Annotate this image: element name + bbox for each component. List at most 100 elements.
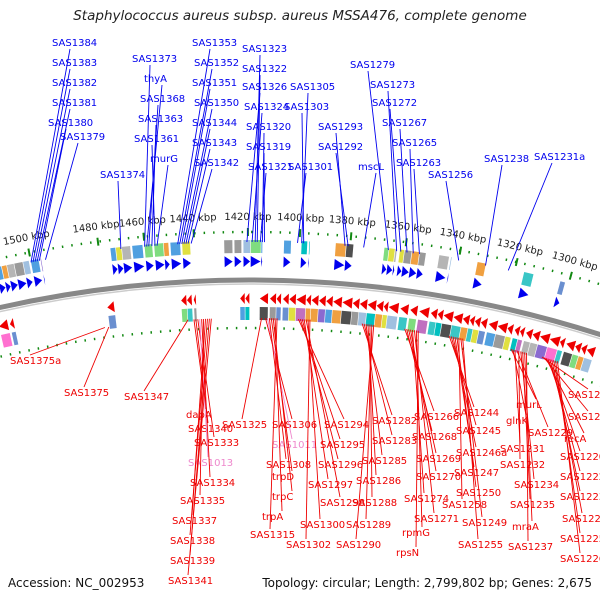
forward-gene-box [345, 243, 354, 258]
forward-gene-label: SAS1344 [192, 118, 237, 129]
reverse-gene-arrow [430, 308, 439, 320]
reverse-gene-box [0, 332, 13, 348]
reverse-gene-label: SAS1266 [414, 412, 459, 423]
reverse-gene-label: SAS1302 [286, 540, 331, 551]
leader-line [190, 168, 213, 244]
scale-tick-label: 1320 kbp [496, 237, 544, 258]
reverse-gene-arrow [107, 301, 115, 313]
leader-line [301, 92, 309, 244]
leader-line [179, 68, 213, 245]
forward-gene-arrow [164, 259, 170, 271]
forward-gene-arrow [33, 276, 43, 287]
forward-gene-box [40, 258, 44, 272]
reverse-gene-arrow [9, 318, 16, 329]
leader-line [415, 330, 423, 528]
forward-gene-arrow [333, 259, 345, 271]
reverse-gene-label: SAS1232 [500, 460, 545, 471]
forward-gene-arrow [17, 279, 27, 291]
forward-gene-box [224, 240, 233, 254]
forward-gene-arrow [308, 257, 309, 269]
reverse-gene-box [288, 307, 296, 321]
forward-gene-box [1, 265, 9, 279]
reverse-gene-box [317, 309, 326, 323]
reverse-gene-box [350, 311, 359, 326]
reverse-gene-arrow [376, 300, 384, 312]
reverse-gene-arrow [269, 293, 277, 305]
leader-line [415, 330, 419, 548]
forward-gene-label: SAS1273 [370, 80, 415, 91]
forward-gene-box [437, 255, 450, 270]
reverse-gene-label: SAS1246a [456, 448, 507, 459]
reverse-gene-box [259, 307, 268, 321]
leader-line [553, 360, 583, 514]
reverse-gene-label: SAS1268 [412, 432, 457, 443]
forward-gene-label: SAS1350 [194, 98, 239, 109]
reverse-gene-arrow [181, 294, 187, 306]
reverse-gene-box [520, 340, 530, 356]
forward-gene-arrow [396, 265, 402, 277]
reverse-gene-box [575, 356, 584, 371]
scale-tick [27, 248, 31, 257]
reverse-gene-arrow [540, 333, 551, 345]
leader-line [518, 350, 521, 460]
scale-tick-label: 1300 kbp [551, 250, 599, 273]
forward-gene-arrow [344, 259, 352, 271]
forward-gene-box [283, 240, 292, 254]
reverse-gene-arrow [453, 313, 464, 325]
leader-line [254, 54, 261, 243]
reverse-gene-box [187, 308, 193, 322]
forward-gene-label: SAS1351 [192, 78, 237, 89]
reverse-gene-box [282, 307, 289, 321]
forward-gene-box [243, 240, 251, 254]
reverse-gene-label: SAS1244 [454, 408, 499, 419]
reverse-gene-label: SAS1231 [500, 444, 545, 455]
reverse-gene-box [449, 325, 461, 340]
leader-line [38, 128, 67, 261]
forward-gene-label: thyA [144, 74, 167, 85]
reverse-gene-label: SAS1225 [560, 534, 600, 545]
reverse-gene-arrow [575, 342, 583, 354]
reverse-gene-label: SAS1220 [560, 452, 600, 463]
reverse-gene-arrow [497, 322, 509, 334]
forward-gene-label: SAS1238 [484, 154, 529, 165]
leader-line [187, 318, 212, 576]
forward-gene-arrow [43, 274, 46, 286]
forward-gene-arrow [26, 277, 33, 289]
reverse-gene-box [416, 319, 428, 334]
reverse-gene-box [295, 307, 306, 322]
forward-gene-label: SAS1363 [138, 114, 183, 125]
reverse-gene-box [386, 315, 398, 330]
forward-gene-label: mscL [358, 162, 384, 173]
reverse-gene-box [569, 354, 579, 369]
forward-gene-label: SAS1381 [52, 98, 97, 109]
forward-gene-label: SAS1326 [242, 82, 287, 93]
leader-line [144, 64, 151, 247]
leader-line [409, 148, 414, 254]
forward-gene-label: SAS1231a [534, 152, 585, 163]
reverse-gene-arrow [283, 293, 289, 305]
leader-line [259, 172, 267, 243]
reverse-gene-label: SAS1223 [560, 492, 600, 503]
reverse-gene-label: SAS1289 [346, 520, 391, 531]
reverse-gene-arrow [367, 300, 377, 312]
leader-line [367, 324, 377, 476]
reverse-gene-box [476, 330, 486, 345]
forward-gene-label: SAS1383 [52, 58, 97, 69]
reverse-gene-arrow [462, 314, 471, 326]
reverse-gene-box [331, 310, 342, 324]
forward-gene-arrow [4, 281, 11, 293]
reverse-gene-label: SAS1258 [442, 500, 487, 511]
reverse-gene-box [365, 313, 376, 327]
reverse-gene-arrow [359, 299, 368, 311]
leader-line [335, 152, 349, 247]
reverse-gene-label: SAS1335 [180, 496, 225, 507]
leader-line [445, 180, 460, 261]
reverse-gene-label: SAS1296 [318, 460, 363, 471]
reverse-gene-label: murL [516, 400, 542, 411]
leader-line [557, 361, 581, 554]
reverse-gene-arrow [240, 293, 245, 305]
forward-gene-box [398, 249, 405, 263]
forward-gene-label: SAS1303 [284, 102, 329, 113]
leader-line [524, 352, 533, 522]
reverse-gene-box [514, 339, 523, 354]
